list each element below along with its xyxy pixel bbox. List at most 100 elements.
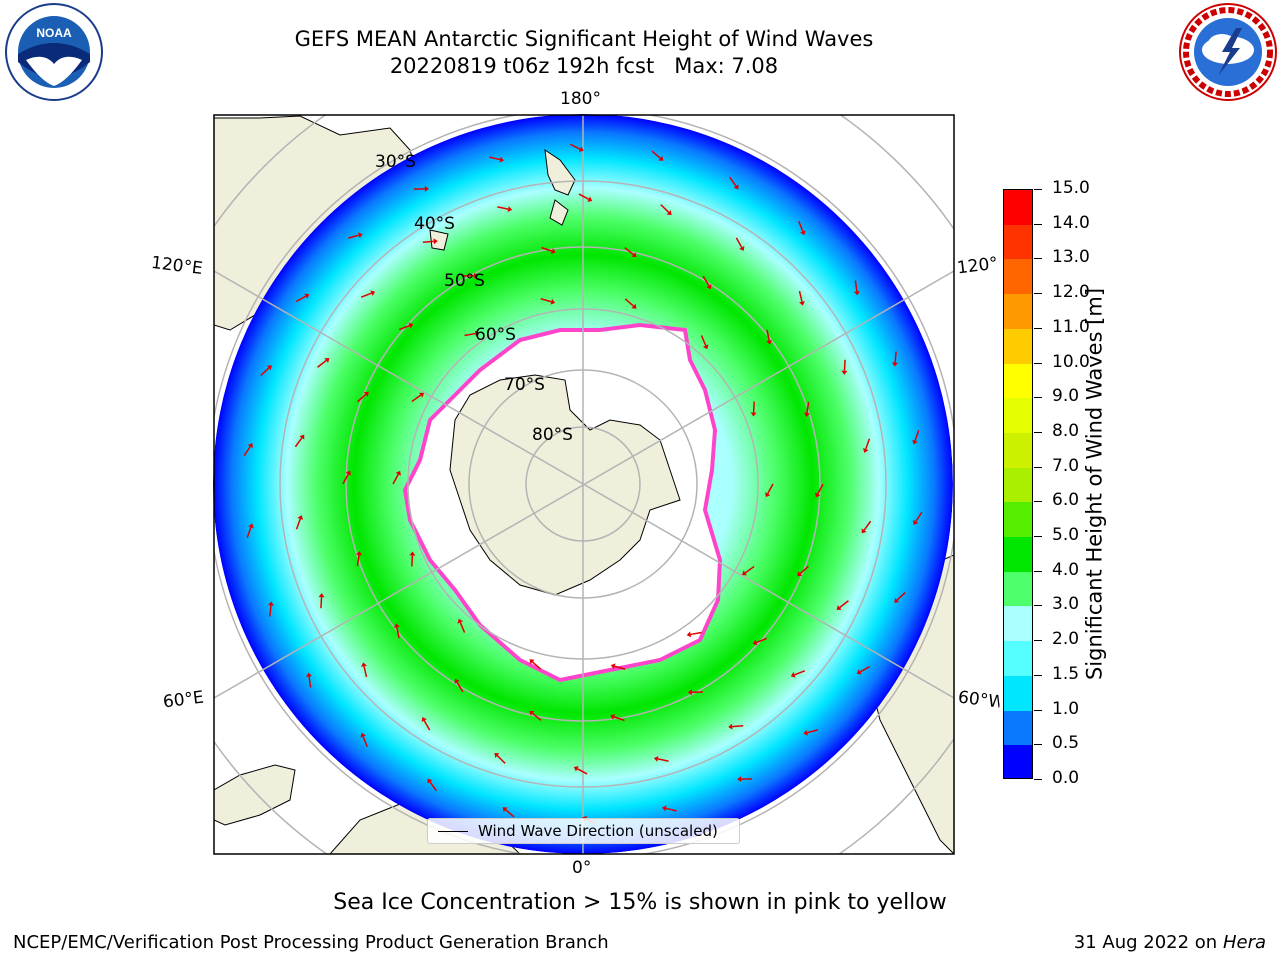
wave-direction-arrow	[295, 518, 301, 530]
wave-direction-arrowhead	[370, 290, 376, 296]
wave-direction-arrow	[657, 758, 669, 762]
colorbar-tick-label: 15.0	[1052, 178, 1090, 198]
wave-direction-arrow	[532, 712, 542, 721]
wave-direction-arrowhead	[797, 571, 803, 577]
wave-direction-arrowhead	[457, 618, 464, 624]
wave-direction-arrow	[489, 156, 501, 161]
wave-direction-arrow	[624, 247, 634, 256]
colorbar-bin	[1004, 571, 1032, 607]
wave-direction-arrowhead	[358, 232, 363, 239]
wave-direction-arrowhead	[247, 443, 253, 449]
wave-direction-arrow	[422, 240, 434, 244]
colorbar-bin	[1004, 363, 1032, 399]
wave-direction-arrow	[700, 335, 707, 346]
wave-direction-arrowhead	[610, 663, 616, 670]
wave-direction-arrowhead	[324, 358, 330, 363]
wave-direction-arrow	[317, 359, 327, 368]
wave-direction-arrow	[246, 526, 252, 538]
lat-label-70s: 70°S	[504, 375, 545, 395]
chart-subtitle: 20220819 t06z 192h fcst Max: 7.08	[389, 54, 779, 78]
wave-direction-arrowhead	[631, 252, 637, 258]
wave-direction-arrow	[531, 661, 542, 670]
wave-direction-arrow	[541, 246, 553, 252]
colorbar-bin	[1004, 294, 1032, 329]
wave-direction-arrowhead	[686, 631, 692, 638]
madagascar-land	[214, 764, 296, 826]
wave-direction-arrow	[756, 637, 767, 644]
colorbar-tick	[1034, 709, 1042, 711]
wave-direction-arrowhead	[766, 340, 773, 345]
wave-direction-arrow	[423, 720, 431, 731]
wave-direction-arrowhead	[419, 392, 425, 398]
colorbar-tick-label: 1.5	[1052, 663, 1080, 684]
colorbar-tick-label: 5.0	[1052, 525, 1080, 546]
wave-direction-arrowhead	[363, 391, 369, 397]
wave-direction-arrowhead	[299, 434, 305, 440]
wave-direction-arrowhead	[578, 146, 584, 152]
wave-direction-arrowhead	[803, 412, 810, 417]
wave-direction-arrowhead	[894, 597, 900, 603]
svg-text:NOAA: NOAA	[36, 26, 72, 40]
lat-label-50s: 50°S	[444, 271, 485, 291]
wave-direction-arrowhead	[737, 776, 742, 783]
wave-direction-arrowhead	[408, 322, 414, 329]
wave-direction-arrow	[914, 430, 920, 442]
sea-ice-note: Sea Ice Concentration > 15% is shown in …	[333, 890, 947, 915]
wave-direction-arrowhead	[318, 593, 325, 598]
colorbar-tick	[1034, 640, 1042, 642]
colorbar-tick	[1034, 327, 1042, 329]
wave-direction-arrowhead	[304, 293, 310, 299]
wave-direction-arrowhead	[728, 723, 733, 730]
colorbar-tick	[1034, 397, 1042, 399]
wave-direction-arrow	[806, 402, 810, 414]
lat-label-30s: 30°S	[375, 152, 416, 172]
wave-direction-arrowhead	[666, 210, 672, 216]
wave-direction-arrow	[396, 627, 400, 639]
wave-direction-arrow	[295, 295, 307, 303]
colorbar-tick-label: 1.0	[1052, 698, 1080, 719]
wave-direction-arrowhead	[739, 245, 745, 251]
colorbar-tick-label: 0.5	[1052, 733, 1080, 754]
wave-direction-arrow	[798, 220, 804, 232]
colorbar-bin	[1004, 745, 1032, 778]
colorbar-tick	[1034, 362, 1042, 364]
wave-direction-arrowhead	[409, 551, 416, 556]
wave-direction-arrowhead	[913, 519, 919, 525]
colorbar-bin	[1004, 259, 1032, 295]
colorbar-title: Significant Height of Wind Waves [m]	[1082, 287, 1107, 681]
wave-direction-arrowhead	[393, 623, 400, 628]
wave-direction-arrowhead	[856, 669, 862, 675]
wave-direction-arrowhead	[702, 344, 709, 350]
colorbar-tick-label: 11.0	[1052, 316, 1090, 337]
wave-direction-arrowhead	[741, 570, 747, 576]
wave-direction-arrowhead	[587, 196, 593, 202]
colorbar-tick-label: 3.0	[1052, 594, 1080, 615]
colorbar-bin	[1004, 190, 1032, 225]
wave-direction-arrowhead	[790, 672, 796, 678]
wave-direction-arrow	[794, 670, 806, 676]
colorbar-tick-label: 4.0	[1052, 559, 1080, 580]
wave-direction-arrowhead	[360, 732, 366, 738]
colorbar-tick	[1034, 293, 1042, 295]
wave-direction-arrowhead	[752, 639, 758, 646]
colorbar-bin	[1004, 641, 1032, 676]
wave-direction-arrowhead	[356, 551, 363, 556]
wave-direction-arrow	[729, 176, 737, 187]
wave-direction-arrowhead	[862, 448, 869, 453]
wave-direction-arrow	[411, 555, 414, 567]
colorbar-tick	[1034, 223, 1042, 225]
wave-direction-arrowhead	[836, 605, 842, 610]
wave-direction-arrow	[744, 565, 755, 574]
wave-direction-arrowhead	[395, 470, 401, 476]
wave-direction-arrow	[614, 665, 626, 670]
new-zealand-land	[544, 148, 576, 226]
lat-label-80s: 80°S	[532, 425, 573, 445]
wave-direction-arrow	[243, 446, 251, 457]
wave-direction-arrow	[854, 280, 858, 292]
wave-direction-arrowhead	[610, 714, 615, 720]
wave-direction-arrowhead	[499, 156, 504, 163]
wave-direction-arrow	[456, 681, 464, 693]
wave-direction-arrowhead	[551, 248, 556, 254]
lat-label-60s: 60°S	[475, 325, 516, 345]
colorbar-bin	[1004, 675, 1032, 711]
